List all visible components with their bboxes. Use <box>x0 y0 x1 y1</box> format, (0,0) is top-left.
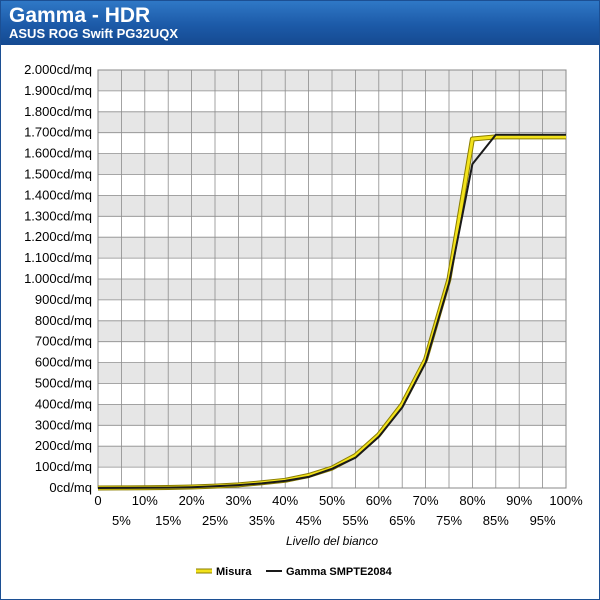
x-tick-label: 45% <box>296 513 322 528</box>
series-lines <box>97 133 566 491</box>
x-tick-label: 15% <box>155 513 181 528</box>
x-tick-label: 0 <box>94 493 101 508</box>
x-tick-label: 20% <box>179 493 205 508</box>
y-tick-label: 1.900cd/mq <box>24 83 92 98</box>
y-tick-label: 1.100cd/mq <box>24 250 92 265</box>
legend-label: Gamma SMPTE2084 <box>286 566 393 578</box>
x-tick-label: 5% <box>112 513 131 528</box>
y-tick-label: 1.000cd/mq <box>24 271 92 286</box>
x-axis-ticks: 0 10% 20% 30% 40% 50% 60% 70% 80% 90% 100% 5% 15% 25%… <box>94 493 583 528</box>
y-tick-label: 1.300cd/mq <box>24 208 92 223</box>
chart-header: Gamma - HDR ASUS ROG Swift PG32UQX <box>1 1 599 45</box>
series-line-gamma-smpte2084 <box>97 133 566 489</box>
y-tick-label: 700cd/mq <box>35 334 92 349</box>
y-tick-label: 900cd/mq <box>35 292 92 307</box>
y-tick-label: 1.800cd/mq <box>24 104 92 119</box>
x-tick-label: 60% <box>366 493 392 508</box>
x-tick-label: 90% <box>506 493 532 508</box>
x-tick-label: 80% <box>459 493 485 508</box>
y-tick-label: 1.500cd/mq <box>24 167 92 182</box>
legend: Misura Gamma SMPTE2084 <box>196 566 393 578</box>
x-tick-label: 95% <box>530 513 556 528</box>
y-tick-label: 1.700cd/mq <box>24 125 92 140</box>
y-tick-label: 300cd/mq <box>35 417 92 432</box>
y-tick-label: 800cd/mq <box>35 313 92 328</box>
x-tick-label: 35% <box>249 513 275 528</box>
y-tick-label: 0cd/mq <box>49 480 92 495</box>
y-tick-label: 200cd/mq <box>35 438 92 453</box>
y-tick-label: 1.400cd/mq <box>24 187 92 202</box>
grid-lines <box>97 69 567 489</box>
x-tick-label: 70% <box>413 493 439 508</box>
x-axis-label: Livello del bianco <box>286 534 378 548</box>
chart-title: Gamma - HDR <box>9 4 151 27</box>
x-tick-label: 75% <box>436 513 462 528</box>
y-tick-label: 1.600cd/mq <box>24 146 92 161</box>
chart-subtitle: ASUS ROG Swift PG32UQX <box>9 26 179 41</box>
x-tick-label: 30% <box>225 493 251 508</box>
y-tick-label: 100cd/mq <box>35 459 92 474</box>
x-tick-label: 40% <box>272 493 298 508</box>
x-tick-label: 25% <box>202 513 228 528</box>
y-tick-label: 1.200cd/mq <box>24 229 92 244</box>
y-tick-label: 600cd/mq <box>35 355 92 370</box>
x-tick-label: 100% <box>549 493 583 508</box>
x-tick-label: 50% <box>319 493 345 508</box>
x-tick-label: 65% <box>389 513 415 528</box>
y-tick-label: 500cd/mq <box>35 376 92 391</box>
y-tick-label: 2.000cd/mq <box>24 62 92 77</box>
x-tick-label: 55% <box>342 513 368 528</box>
x-tick-label: 10% <box>132 493 158 508</box>
y-tick-label: 400cd/mq <box>35 396 92 411</box>
y-axis-ticks: 0cd/mq 100cd/mq 200cd/mq 300cd/mq 400cd/mq 50… <box>24 62 92 495</box>
legend-label: Misura <box>216 566 252 578</box>
x-tick-label: 85% <box>483 513 509 528</box>
